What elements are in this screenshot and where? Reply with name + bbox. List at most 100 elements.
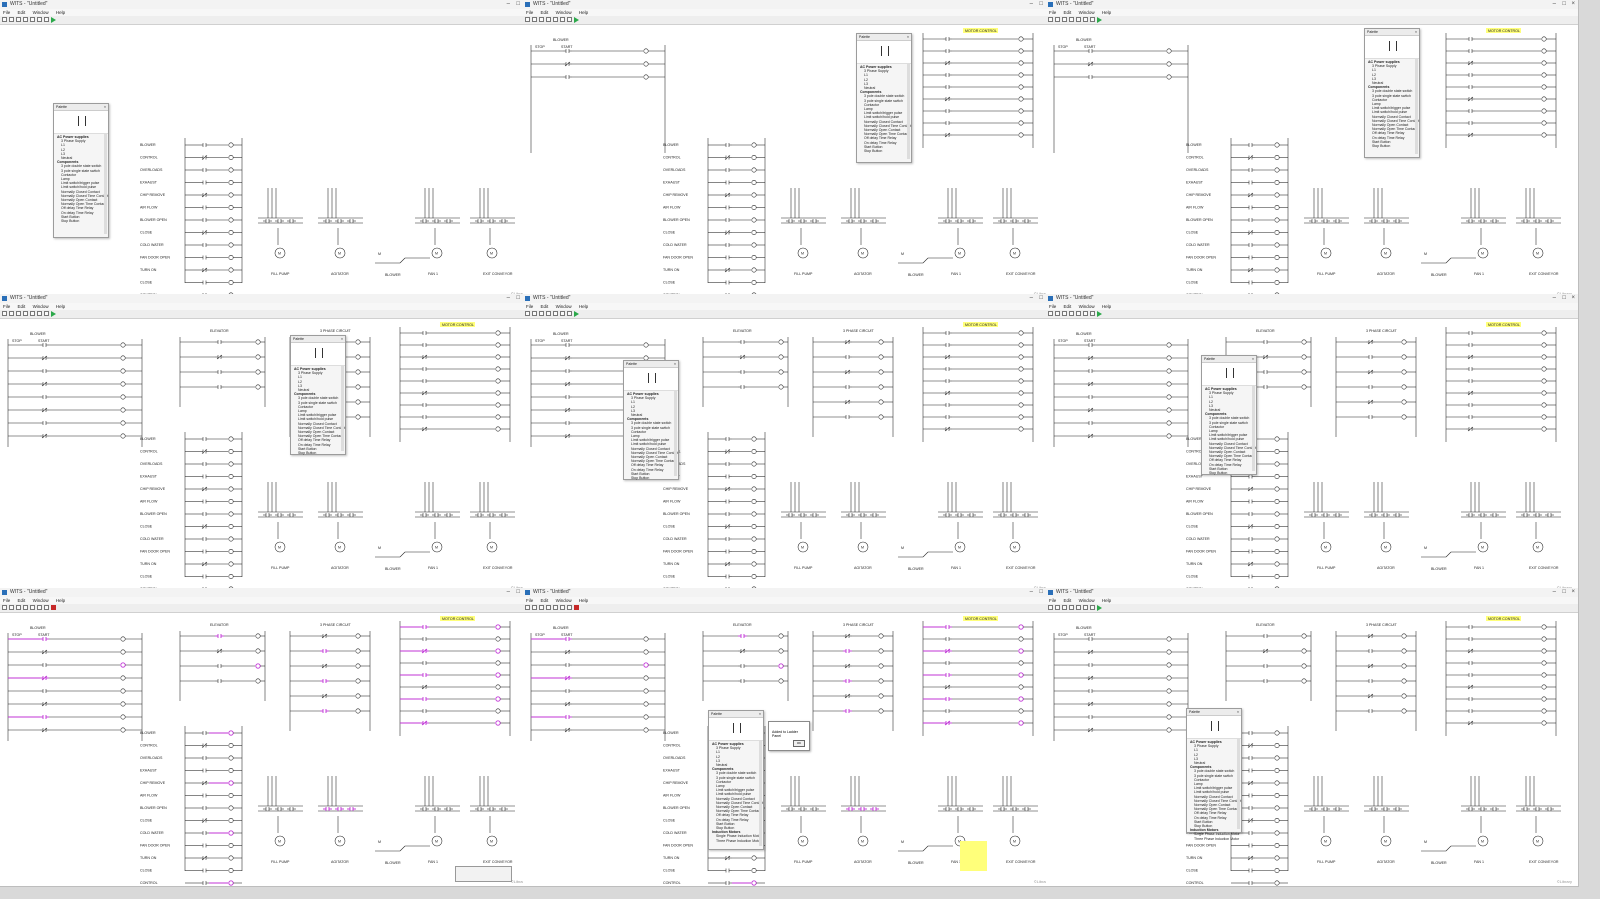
tree-item[interactable]: 3 pole single state switch	[1194, 773, 1233, 778]
menu-help[interactable]: Help	[1101, 304, 1112, 309]
tree-group[interactable]: Components	[1205, 412, 1227, 417]
menu-window[interactable]: Window	[32, 10, 49, 15]
new-file-icon[interactable]	[525, 311, 530, 316]
tree-item[interactable]: 3 Phase Supply	[631, 396, 656, 401]
menu-edit[interactable]: Edit	[17, 598, 26, 603]
minimize-icon[interactable]: –	[506, 1, 510, 7]
tree-item[interactable]: Start Button	[1194, 819, 1213, 824]
palette-close-icon[interactable]: ×	[1414, 30, 1417, 34]
palette-close-icon[interactable]: ×	[906, 35, 909, 39]
tree-item[interactable]: L1	[631, 400, 635, 405]
paste-icon[interactable]	[1083, 17, 1088, 22]
tree-item[interactable]: Single Phase Induction Motor	[1194, 832, 1240, 837]
tree-group[interactable]: AC Power supplies	[712, 742, 744, 746]
tree-item[interactable]: Normally Open Contact	[298, 430, 335, 435]
tree-item[interactable]: L2	[864, 77, 868, 82]
menu-edit[interactable]: Edit	[1063, 598, 1072, 603]
menu-help[interactable]: Help	[1101, 10, 1112, 15]
ladder-canvas[interactable]: BLOWER STOP START MOTOR CONTROL BLOWER CONTRO…	[523, 25, 1055, 298]
minimize-icon[interactable]: –	[506, 295, 510, 301]
save-icon[interactable]	[16, 605, 21, 610]
palette-title-bar[interactable]: Palette ×	[54, 104, 108, 111]
tree-item[interactable]: 3 pole double state switch	[1209, 416, 1250, 421]
tree-item[interactable]: Lamp	[864, 107, 873, 112]
paste-icon[interactable]	[560, 17, 565, 22]
menu-help[interactable]: Help	[55, 598, 66, 603]
cut-icon[interactable]	[23, 311, 28, 316]
tree-item[interactable]: Normally Closed Contact	[298, 421, 337, 426]
tree-item[interactable]: Normally Closed Time Contact	[1194, 798, 1242, 803]
save-icon[interactable]	[539, 17, 544, 22]
open-file-icon[interactable]	[9, 605, 14, 610]
tree-group[interactable]: Components	[1190, 765, 1212, 770]
maximize-icon[interactable]: □	[516, 1, 520, 7]
delete-icon[interactable]	[1090, 605, 1095, 610]
tree-item[interactable]: Normally Open Contact	[631, 455, 668, 460]
palette-scrollbar[interactable]	[341, 366, 344, 451]
menu-file[interactable]: File	[526, 304, 534, 309]
tree-item[interactable]: Contactor	[716, 779, 732, 784]
tree-item[interactable]: Normally Open Contact	[61, 198, 98, 203]
save-icon[interactable]	[1062, 17, 1067, 22]
menu-help[interactable]: Help	[578, 304, 589, 309]
tree-item[interactable]: L2	[1372, 72, 1376, 77]
tree-item[interactable]: Neutral	[631, 413, 643, 418]
tree-item[interactable]: Limit switch/trigger pulse	[1209, 433, 1248, 438]
maximize-icon[interactable]: □	[1039, 1, 1043, 7]
copy-icon[interactable]	[1076, 605, 1081, 610]
ladder-canvas[interactable]: BLOWER STOP START MOTOR CONTROL BLOWER CONTRO…	[1046, 25, 1578, 298]
tree-item[interactable]: Normally Closed Contact	[61, 189, 100, 194]
tree-group[interactable]: AC Power supplies	[57, 135, 89, 139]
palette-title-bar[interactable]: Palette ×	[857, 34, 911, 41]
run-simulation-icon[interactable]	[51, 17, 56, 23]
tree-item[interactable]: Normally Open Contact	[1372, 123, 1409, 128]
tree-item[interactable]: L1	[61, 143, 65, 148]
tree-item[interactable]: On delay Time Relay	[716, 817, 749, 822]
copy-icon[interactable]	[30, 17, 35, 22]
paste-icon[interactable]	[37, 17, 42, 22]
tree-group[interactable]: AC Power supplies	[1368, 60, 1400, 64]
run-simulation-icon[interactable]	[1097, 311, 1102, 317]
tree-group[interactable]: Components	[1368, 85, 1390, 90]
tree-item[interactable]: Normally Closed Time Contact	[1209, 445, 1257, 450]
menu-edit[interactable]: Edit	[1063, 10, 1072, 15]
tree-item[interactable]: 3 Phase Supply	[1209, 391, 1234, 396]
tree-item[interactable]: L1	[716, 750, 720, 755]
new-file-icon[interactable]	[1048, 311, 1053, 316]
minimize-icon[interactable]: –	[1552, 295, 1556, 301]
tree-item[interactable]: Normally Open Contact	[716, 805, 753, 810]
tree-item[interactable]: Normally Open Time Contact	[631, 459, 676, 464]
tree-item[interactable]: On delay Time Relay	[864, 140, 897, 145]
tree-item[interactable]: Off delay Time Relay	[1372, 131, 1405, 136]
close-icon[interactable]: ×	[1571, 295, 1575, 301]
tree-item[interactable]: 3 pole double state switch	[1194, 769, 1235, 774]
cut-icon[interactable]	[1069, 605, 1074, 610]
palette-close-icon[interactable]: ×	[103, 105, 106, 109]
tree-item[interactable]: 3 pole double state switch	[298, 396, 339, 401]
tree-item[interactable]: Start Button	[631, 471, 650, 476]
tree-item[interactable]: Lamp	[1372, 102, 1381, 107]
tree-item[interactable]: L2	[631, 404, 635, 409]
tree-item[interactable]: Off delay Time Relay	[1194, 811, 1227, 816]
tree-item[interactable]: Limit switch/hold pulse	[631, 442, 667, 447]
menu-window[interactable]: Window	[1078, 10, 1095, 15]
tree-item[interactable]: Single Phase Induction Motor	[716, 834, 762, 839]
tree-item[interactable]: L2	[1209, 399, 1213, 404]
new-file-icon[interactable]	[1048, 17, 1053, 22]
tree-item[interactable]: Stop Button	[1194, 824, 1213, 829]
tree-item[interactable]: Limit switch/hold pulse	[1194, 790, 1230, 795]
tree-item[interactable]: 3 pole single state switch	[716, 775, 755, 780]
stop-simulation-icon[interactable]	[574, 605, 579, 610]
palette-title-bar[interactable]: Palette ×	[709, 711, 763, 718]
tree-item[interactable]: L3	[1209, 403, 1213, 408]
tree-item[interactable]: Neutral	[864, 86, 876, 91]
tree-item[interactable]: Off delay Time Relay	[298, 438, 331, 443]
tree-item[interactable]: Normally Closed Contact	[716, 796, 755, 801]
new-file-icon[interactable]	[1048, 605, 1053, 610]
tree-item[interactable]: Three Phase Induction Motor	[716, 838, 762, 843]
tree-item[interactable]: Neutral	[1194, 761, 1206, 766]
tree-item[interactable]: L1	[1209, 395, 1213, 400]
tree-item[interactable]: Limit switch/trigger pulse	[716, 788, 755, 793]
tree-item[interactable]: Normally Open Time Contact	[1209, 454, 1254, 459]
run-simulation-icon[interactable]	[51, 311, 56, 317]
